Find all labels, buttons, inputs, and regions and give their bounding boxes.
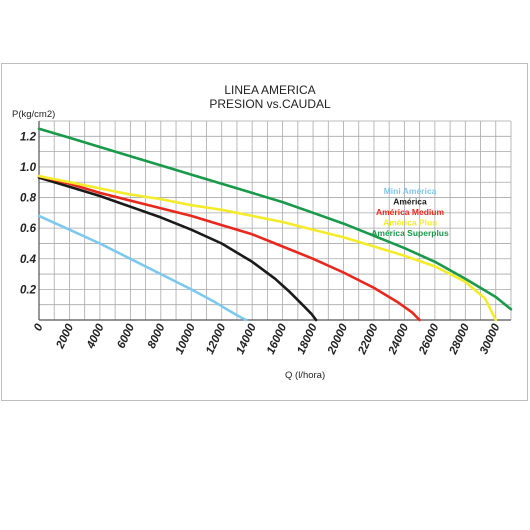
chart-frame: 0.2 0.4 0.6 0.8 1.0 1.2 0 2000 4000 6000 8000 10000… — [1, 63, 528, 401]
y-tick-label: 0.2 — [20, 284, 37, 296]
legend-entry: Mini América — [384, 186, 437, 196]
y-axis-label: P(kg/cm2) — [12, 109, 55, 120]
x-tick-label: 2000 — [54, 322, 76, 352]
y-tick-label: 1.2 — [20, 131, 37, 143]
chart-title: LINEA AMERICA — [224, 83, 315, 97]
series-line-1 — [37, 176, 318, 322]
y-tick-label: 1.0 — [20, 162, 37, 174]
x-tick-label: 16000 — [265, 322, 290, 357]
chart-subtitle: PRESION vs.CAUDAL — [209, 97, 331, 111]
x-tick-label: 0 — [32, 322, 46, 333]
legend-entry: América Medium — [376, 207, 444, 217]
x-tick-label: 14000 — [234, 322, 259, 357]
x-tick-label: 22000 — [356, 322, 381, 358]
x-tick-label: 6000 — [115, 322, 137, 351]
series-line-4 — [37, 127, 513, 311]
x-tick-label: 30000 — [478, 322, 503, 357]
x-tick-label: 20000 — [325, 322, 350, 358]
x-tick-label: 26000 — [417, 322, 442, 358]
series-line-3 — [37, 174, 498, 322]
x-tick-label: 28000 — [447, 322, 472, 358]
x-tick-label: 10000 — [174, 322, 199, 357]
x-axis-label: Q (l/hora) — [285, 370, 325, 381]
x-tick-label: 8000 — [146, 322, 168, 351]
y-tick-label: 0.4 — [20, 254, 37, 266]
pressure-flow-chart: 0.2 0.4 0.6 0.8 1.0 1.2 0 2000 4000 6000 8000 10000… — [12, 83, 513, 381]
legend-entry: América Plus — [383, 218, 437, 228]
legend-entry: América — [393, 197, 427, 207]
tick-labels: 0.2 0.4 0.6 0.8 1.0 1.2 0 2000 4000 6000 8000 10000… — [20, 131, 503, 357]
x-tick-label: 12000 — [204, 322, 229, 357]
y-tick-label: 0.8 — [20, 193, 37, 205]
x-tick-label: 4000 — [85, 322, 107, 352]
series-line-0 — [37, 214, 248, 322]
series-lines — [37, 127, 513, 322]
legend-entry: América Superplus — [371, 228, 449, 238]
axes — [38, 121, 511, 321]
x-tick-label: 18000 — [295, 322, 320, 357]
x-tick-label: 24000 — [386, 322, 411, 358]
y-tick-label: 0.6 — [20, 223, 37, 235]
series-line-2 — [37, 174, 421, 322]
